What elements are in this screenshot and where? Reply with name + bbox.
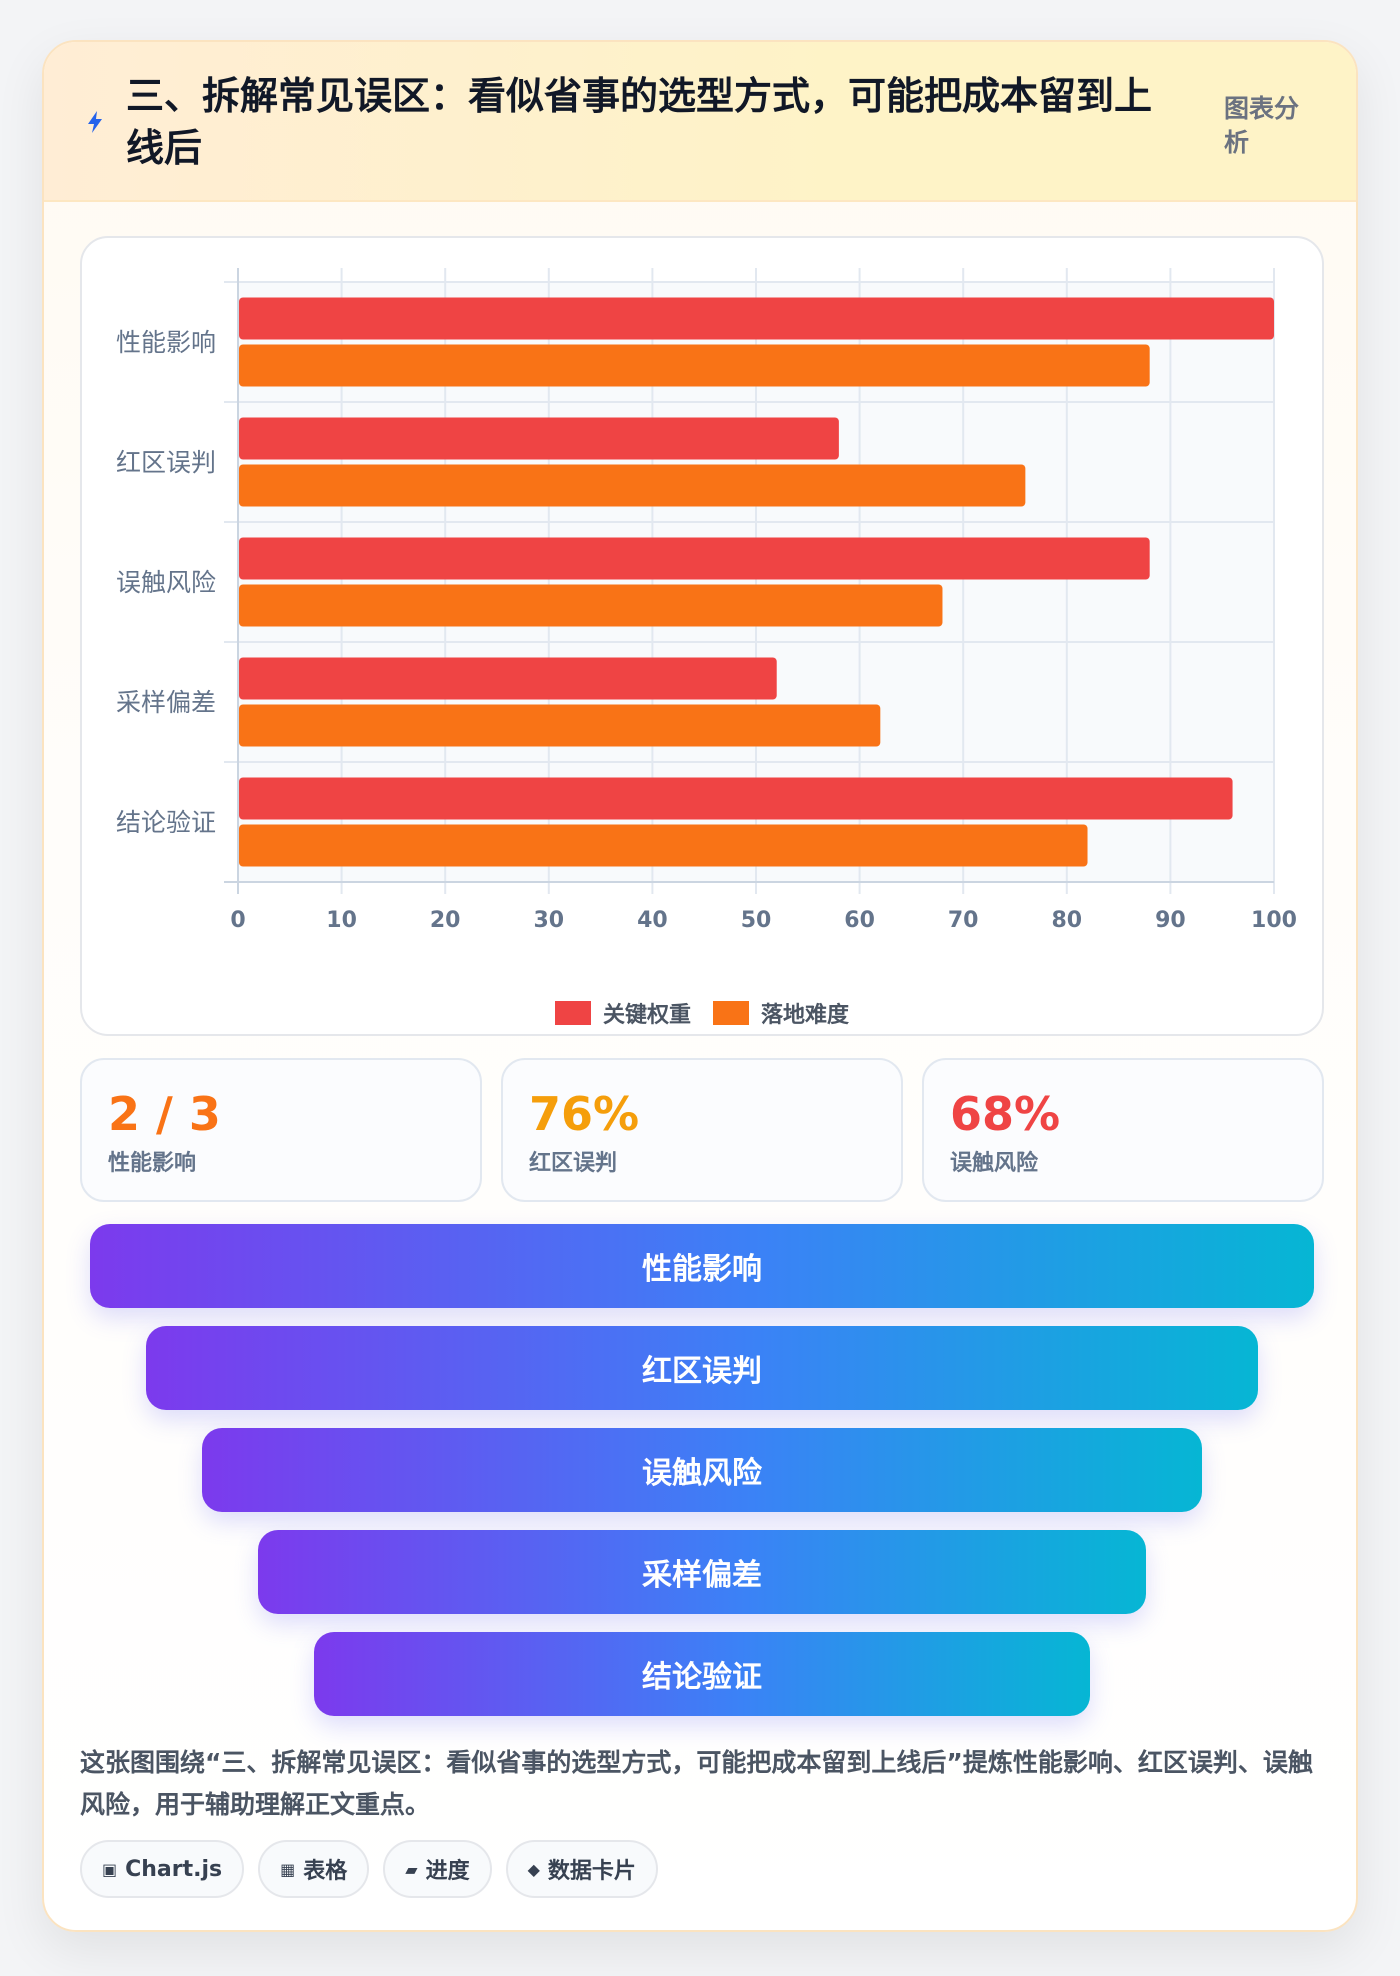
- legend-swatch-series-2: [713, 1001, 749, 1025]
- tag-label: 表格: [303, 1859, 348, 1884]
- chart-legend: 关键权重 落地难度: [82, 998, 1322, 1028]
- funnel-step: 采样偏差: [258, 1530, 1146, 1614]
- figure-title: 三、拆解常见误区：看似省事的选型方式，可能把成本留到上线后: [126, 74, 1153, 170]
- stat-label: 误触风险: [950, 1151, 1039, 1176]
- x-tick-label: 70: [948, 908, 979, 933]
- stat-cards: 2 / 3 性能影响 76% 红区误判 68% 误触风险: [80, 1058, 1324, 1202]
- y-tick-label: 采样偏差: [116, 688, 216, 717]
- tag-label: 数据卡片: [547, 1859, 636, 1884]
- bar-difficulty: [239, 584, 943, 627]
- stat-label: 性能影响: [108, 1151, 197, 1176]
- bar-key-weight: [239, 537, 1150, 580]
- legend-label-series-1: 关键权重: [602, 1003, 691, 1028]
- x-tick-label: 20: [430, 908, 461, 933]
- funnel-diagram: 性能影响 红区误判 误触风险 采样偏差 结论验证: [44, 1224, 1356, 1722]
- card-icon: ◆: [527, 1859, 540, 1879]
- table-icon: ▦: [280, 1859, 296, 1879]
- y-tick-label: 红区误判: [116, 448, 216, 477]
- tech-tags: ▣ Chart.js ▦ 表格 ▰ 进度 ◆ 数据卡片: [80, 1840, 658, 1898]
- legend-swatch-series-1: [554, 1001, 591, 1025]
- x-tick-label: 80: [1051, 908, 1082, 933]
- bar-difficulty: [239, 824, 1088, 867]
- bar-key-weight: [239, 417, 839, 460]
- stat-value: 68%: [950, 1087, 1061, 1141]
- bar-difficulty: [239, 704, 881, 747]
- y-tick-label: 误触风险: [116, 568, 216, 597]
- bar-difficulty: [239, 464, 1026, 507]
- stat-value: 2 / 3: [108, 1087, 221, 1141]
- stat-label: 红区误判: [529, 1151, 618, 1176]
- x-tick-label: 50: [741, 908, 772, 933]
- funnel-step: 红区误判: [146, 1326, 1258, 1410]
- lightning-icon: [88, 111, 102, 133]
- bar-chart: 0 10 20 30 40 50 60 70 80 90 100 性能影响红区误判误触风险采样偏差结论…: [116, 268, 1297, 933]
- article-figure-card: 三、拆解常见误区：看似省事的选型方式，可能把成本留到上线后 图表分析 0 10 20…: [42, 40, 1358, 1932]
- legend-item-series-1[interactable]: 关键权重: [554, 997, 691, 1029]
- x-tick-label: 0: [230, 908, 245, 933]
- x-tick-label: 40: [637, 908, 668, 933]
- legend-label-series-2: 落地难度: [761, 1003, 850, 1028]
- tag-label: Chart.js: [125, 1856, 223, 1882]
- y-tick-label: 结论验证: [116, 808, 216, 837]
- funnel-step: 性能影响: [90, 1224, 1314, 1308]
- chart-icon: ▣: [102, 1859, 118, 1879]
- figure-header: 三、拆解常见误区：看似省事的选型方式，可能把成本留到上线后 图表分析: [44, 42, 1356, 202]
- x-tick-label: 60: [844, 908, 875, 933]
- figure-type-tag: 图表分析: [1224, 94, 1300, 157]
- legend-item-series-2[interactable]: 落地难度: [713, 997, 849, 1029]
- bar-key-weight: [239, 657, 777, 700]
- bar-difficulty: [239, 344, 1150, 387]
- bar-chart-panel: 0 10 20 30 40 50 60 70 80 90 100 性能影响红区误判误触风险采样偏差结论…: [80, 236, 1324, 1036]
- stat-value: 76%: [529, 1087, 640, 1141]
- tag-table[interactable]: ▦ 表格: [258, 1840, 370, 1898]
- funnel-step: 误触风险: [202, 1428, 1202, 1512]
- x-tick-label: 90: [1155, 908, 1186, 933]
- x-tick-label: 100: [1251, 908, 1297, 933]
- tag-label: 进度: [425, 1859, 470, 1884]
- figure-summary: 这张图围绕“三、拆解常见误区：看似省事的选型方式，可能把成本留到上线后”提炼性能…: [80, 1748, 1313, 1819]
- funnel-step: 结论验证: [314, 1632, 1090, 1716]
- progress-icon: ▰: [405, 1859, 418, 1879]
- stat-card: 76% 红区误判: [501, 1058, 903, 1202]
- x-tick-label: 30: [533, 908, 564, 933]
- stat-card: 2 / 3 性能影响: [80, 1058, 482, 1202]
- x-tick-label: 10: [326, 908, 357, 933]
- bar-key-weight: [239, 777, 1233, 820]
- tag-data-card[interactable]: ◆ 数据卡片: [505, 1840, 658, 1898]
- y-tick-label: 性能影响: [116, 328, 216, 357]
- tag-progress[interactable]: ▰ 进度: [383, 1840, 492, 1898]
- stat-card: 68% 误触风险: [922, 1058, 1324, 1202]
- tag-chartjs[interactable]: ▣ Chart.js: [80, 1840, 245, 1898]
- bar-key-weight: [239, 297, 1274, 340]
